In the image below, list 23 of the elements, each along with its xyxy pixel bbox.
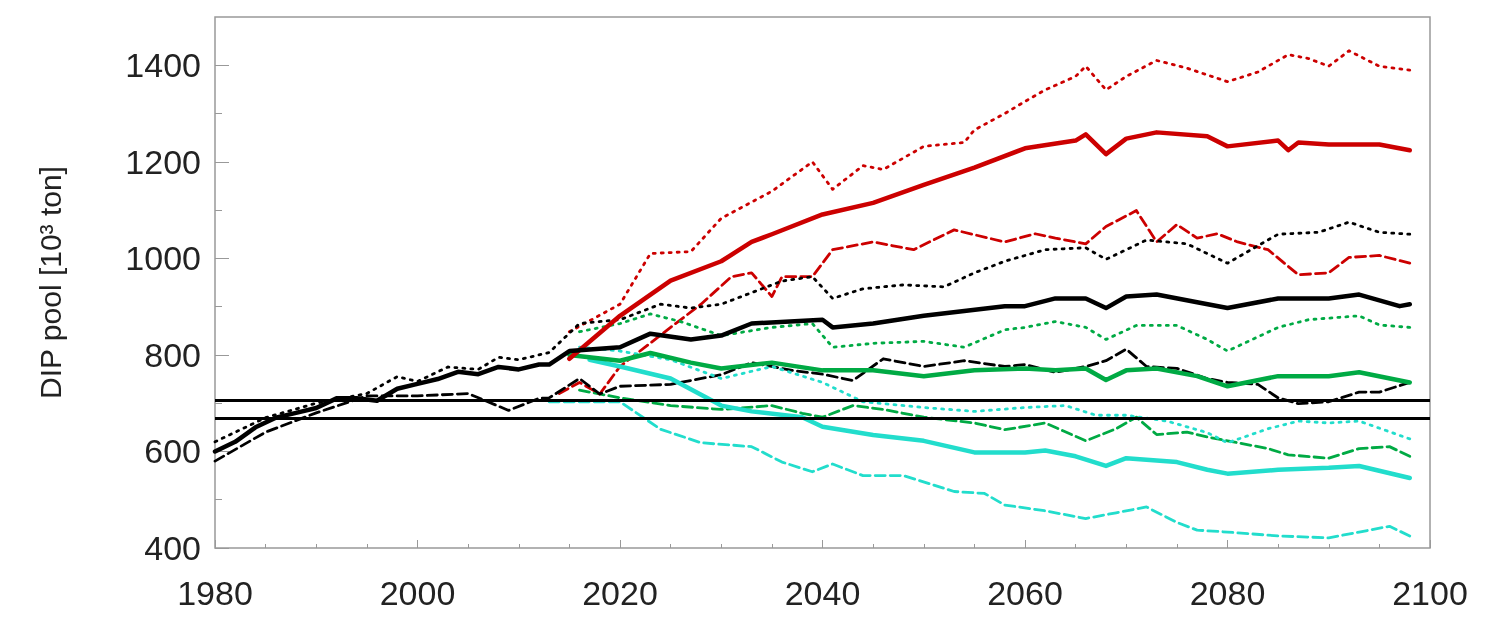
line-series bbox=[567, 350, 1412, 389]
x-tick-label: 2060 bbox=[987, 574, 1063, 612]
line-series bbox=[578, 312, 1412, 353]
line-series bbox=[557, 209, 1412, 396]
line-series bbox=[578, 388, 1412, 460]
y-tick-label: 800 bbox=[144, 335, 201, 374]
x-tick-label: 2040 bbox=[784, 574, 861, 612]
y-axis-title: DIP pool [10³ ton] bbox=[33, 166, 67, 399]
line-series bbox=[578, 345, 1412, 445]
x-tick-label: 2020 bbox=[582, 574, 658, 612]
y-tick-label: 1400 bbox=[125, 46, 201, 85]
x-tick-label: 2000 bbox=[379, 574, 456, 612]
line-series bbox=[587, 357, 1412, 481]
y-tick-label: 1000 bbox=[125, 239, 201, 278]
x-tick-label: 1980 bbox=[177, 574, 253, 612]
y-tick-label: 600 bbox=[144, 432, 201, 471]
line-series bbox=[547, 400, 1412, 540]
x-tick-label: 2100 bbox=[1392, 574, 1468, 612]
line-series bbox=[567, 49, 1412, 334]
y-tick-label: 1200 bbox=[125, 142, 201, 181]
line-series bbox=[567, 130, 1412, 362]
x-tick-label: 2080 bbox=[1189, 574, 1266, 612]
y-tick-label: 400 bbox=[144, 529, 201, 567]
